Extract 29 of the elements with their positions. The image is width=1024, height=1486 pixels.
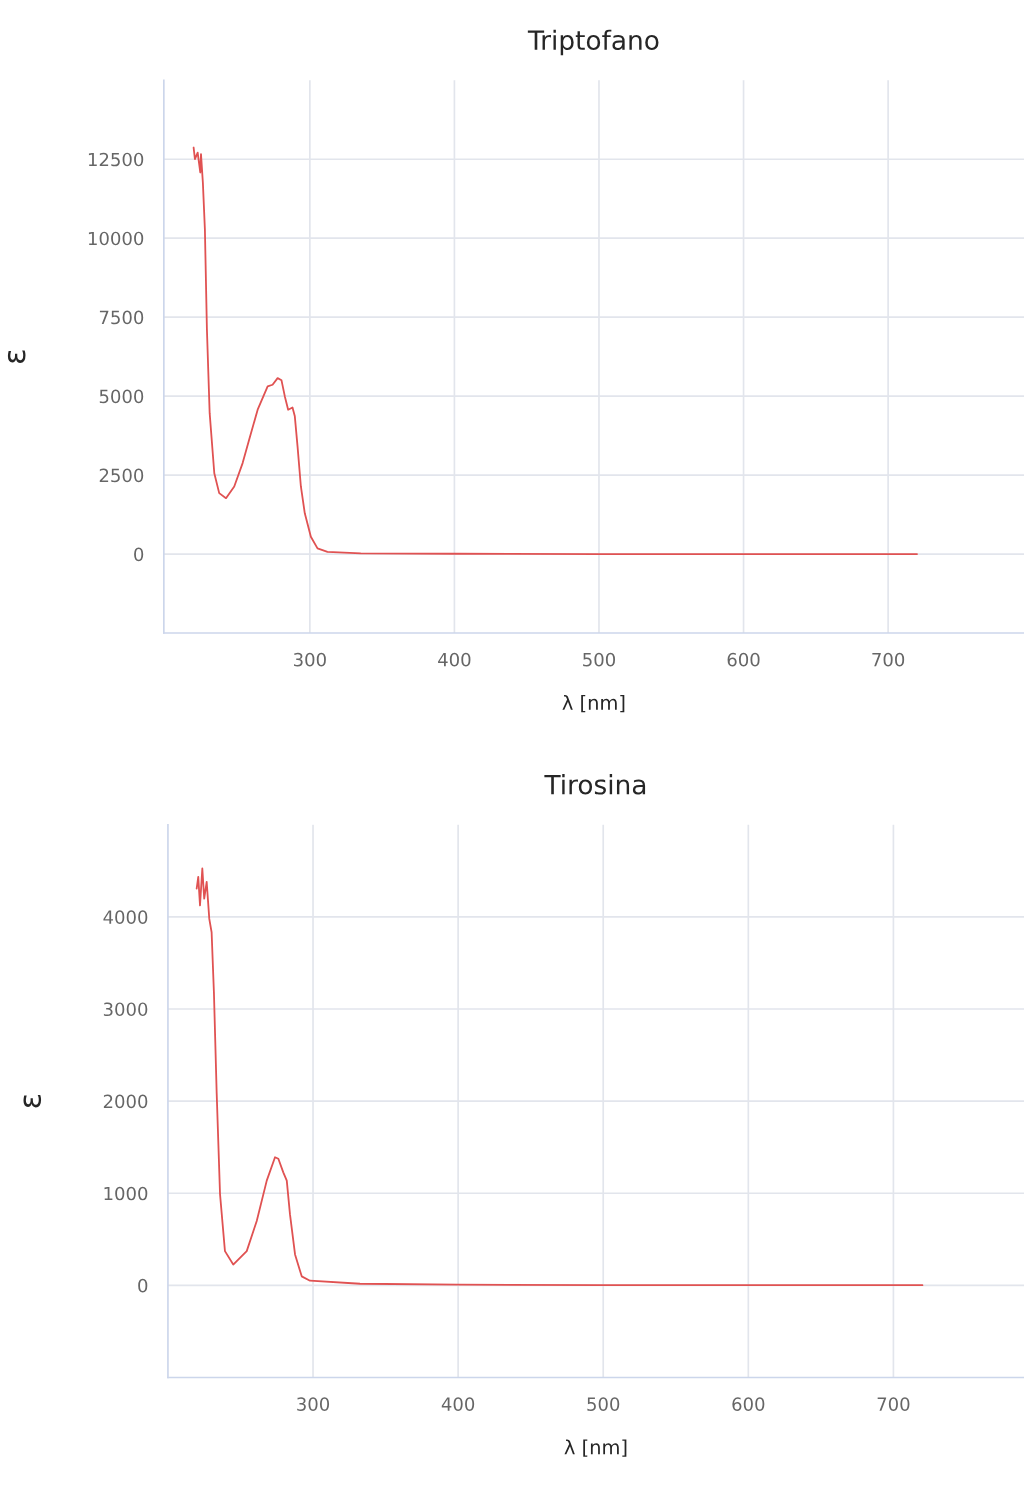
x-tick-label: 500 [583,652,616,667]
x-axis-title: λ [nm] [564,1439,627,1457]
line-series [195,867,924,1287]
x-axis-title: λ [nm] [562,694,625,713]
x-tick-label: 300 [297,1397,330,1411]
y-tick-label: 2000 [103,1094,148,1109]
y-tick-label: 1000 [104,1186,148,1201]
y-tick-label: 2500 [99,468,144,483]
x-tick-label: 600 [727,652,760,667]
chart-title: Tirosina [544,774,646,795]
x-tick-label: 600 [732,1397,765,1411]
x-tick-label: 700 [877,1397,910,1411]
y-tick-label: 0 [134,547,144,562]
y-tick-label: 4000 [103,910,148,924]
y-axis-title: ε [23,1094,42,1108]
y-tick-label: 5000 [99,389,144,404]
chart-title: Triptofano [527,29,659,56]
x-tick-label: 700 [872,652,905,667]
line-series [192,146,918,555]
x-tick-label: 400 [438,652,471,667]
y-tick-label: 0 [138,1278,148,1293]
x-tick-label: 300 [294,652,326,667]
y-tick-label: 10000 [88,231,144,246]
y-tick-label: 12500 [88,152,144,167]
x-tick-label: 500 [587,1397,620,1411]
y-axis-title: ε [7,350,26,363]
x-tick-label: 400 [441,1397,475,1411]
y-tick-label: 7500 [99,310,144,325]
y-tick-label: 3000 [103,1002,148,1017]
